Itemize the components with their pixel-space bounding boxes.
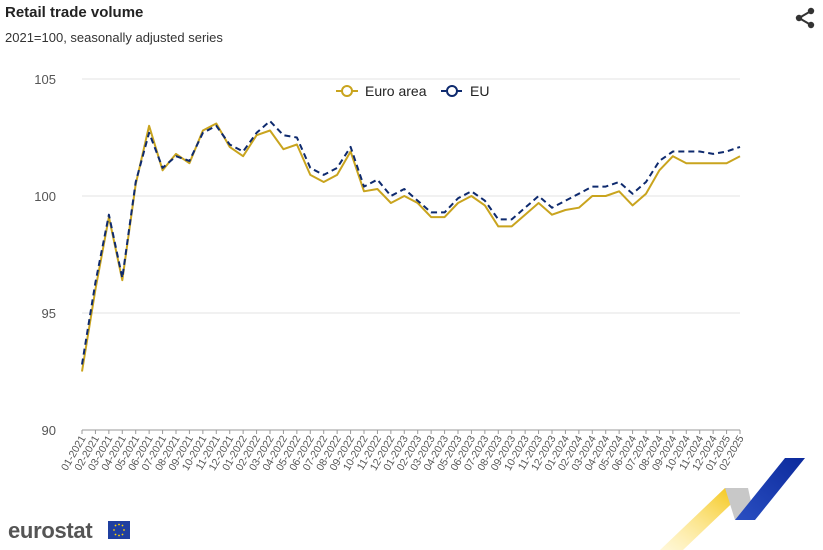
y-axis-ticks: 90 95 100 105 [34, 72, 56, 438]
grid-lines [82, 78, 740, 431]
y-tick-label: 95 [42, 306, 56, 321]
legend-item-eu[interactable]: EU [441, 83, 489, 99]
share-icon[interactable] [793, 6, 817, 30]
eu-flag-icon [108, 521, 130, 539]
series-lines [81, 120, 741, 372]
eurostat-ribbon-decoration [660, 458, 805, 550]
series-line-euro-area[interactable] [81, 122, 741, 372]
legend-item-euro-area[interactable]: Euro area [336, 83, 427, 99]
legend[interactable]: Euro area EU [336, 83, 489, 99]
x-axis-ticks: 01-202102-202103-202104-202105-202106-20… [59, 430, 747, 473]
chart-title: Retail trade volume [5, 4, 144, 21]
legend-label-eu: EU [470, 83, 489, 99]
y-tick-label: 90 [42, 423, 56, 438]
series-line-eu[interactable] [81, 120, 741, 365]
line-chart: 90 95 100 105 01-202102-202103-202104-20210… [34, 72, 747, 473]
y-tick-label: 100 [34, 189, 56, 204]
legend-label-euro-area: Euro area [365, 83, 427, 99]
eurostat-logo: eurostat [8, 518, 93, 543]
chart-subtitle: 2021=100, seasonally adjusted series [5, 30, 223, 45]
y-tick-label: 105 [34, 72, 56, 87]
